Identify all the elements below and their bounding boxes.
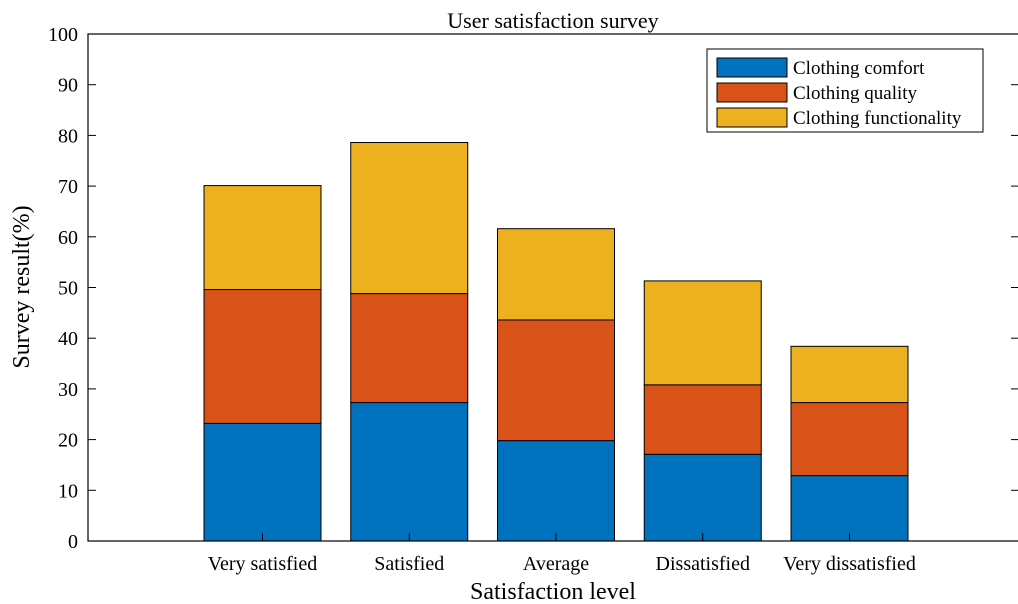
legend-label: Clothing functionality (793, 108, 962, 129)
bar-segment (790, 345, 909, 404)
bar-segment (497, 228, 615, 321)
y-tick-label: 20 (58, 430, 78, 452)
bar-segment (350, 293, 469, 404)
x-axis-tick-labels: Very satisfied Satisfied Average Dissatisfi… (208, 533, 916, 575)
y-tick-label: 80 (58, 125, 78, 147)
bar-segment (497, 319, 615, 442)
bar-segment (203, 422, 322, 542)
bar-segment (643, 384, 762, 455)
y-tick-label: 0 (68, 531, 78, 553)
x-tick-label: Very satisfied (208, 553, 317, 575)
y-tick-label: 10 (58, 480, 78, 502)
bar-segment (203, 185, 322, 291)
x-tick-label: Dissatisfied (656, 553, 750, 575)
bar-segment (790, 402, 909, 477)
y-tick-label: 90 (58, 75, 78, 97)
legend-swatch (716, 82, 788, 103)
y-tick-label: 70 (58, 176, 78, 198)
x-tick-label: Satisfied (374, 553, 444, 575)
legend: Clothing comfort Clothing quality Clothing… (706, 48, 984, 133)
y-axis-ticks: 0 10 20 30 40 50 60 70 80 90 100 (48, 24, 1018, 553)
y-tick-label: 100 (48, 24, 78, 46)
y-tick-label: 60 (58, 227, 78, 249)
x-tick-label: Average (523, 553, 589, 575)
x-tick-label: Very dissatisfied (783, 553, 916, 575)
chart-title: User satisfaction survey (447, 8, 658, 33)
bars-layer (203, 142, 909, 542)
x-axis-label: Satisfaction level (470, 579, 636, 604)
bar-segment (497, 440, 615, 542)
legend-swatch (716, 57, 788, 78)
legend-label: Clothing comfort (793, 58, 925, 79)
bar-segment (350, 402, 469, 542)
y-tick-label: 40 (58, 328, 78, 350)
legend-label: Clothing quality (793, 83, 918, 104)
y-tick-label: 30 (58, 379, 78, 401)
bar-segment (643, 453, 762, 542)
legend-items: Clothing comfort Clothing quality Clothing… (716, 57, 962, 129)
bar-segment (350, 142, 469, 295)
y-tick-label: 50 (58, 278, 78, 300)
bar-segment (643, 280, 762, 386)
y-axis-label: Survey result(%) (9, 205, 35, 368)
legend-swatch (716, 107, 788, 128)
bar-segment (203, 289, 322, 424)
bar-segment (790, 475, 909, 542)
